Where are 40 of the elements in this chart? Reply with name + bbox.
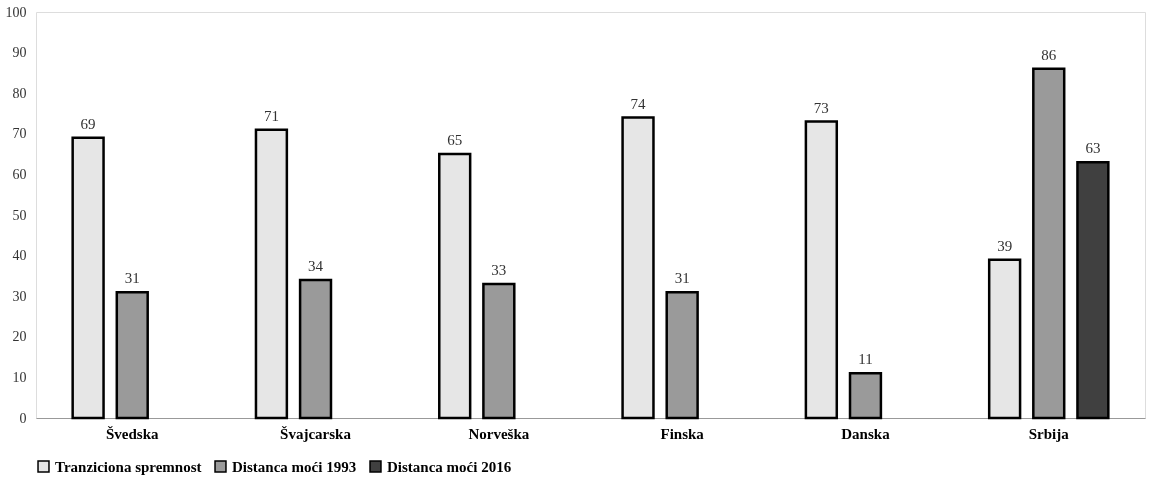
data-label: 69 [80,115,96,132]
x-tick-label: Finska [660,425,705,442]
x-tick-label: Švedska [105,425,159,442]
data-label: 33 [491,262,507,279]
y-tick-label: 100 [5,4,27,20]
data-label: 31 [674,270,690,287]
y-tick-label: 60 [12,166,27,182]
y-tick-label: 50 [12,207,27,223]
bar [1076,160,1110,420]
bar [254,128,289,420]
data-label: 74 [630,95,647,112]
bar [71,136,105,420]
data-label: 73 [813,99,829,116]
y-tick-label: 20 [12,329,27,345]
bar [804,120,839,420]
y-tick-label: 40 [12,248,27,264]
data-label: 86 [1041,46,1057,63]
y-tick-label: 30 [12,288,27,304]
y-tick-label: 70 [12,126,27,142]
y-tick-label: 80 [12,85,27,101]
legend-label: Distanca moći 1993 [232,458,357,475]
legend-label: Tranziciona spremnost [55,458,202,475]
y-tick-label: 0 [19,410,27,426]
data-label: 65 [447,132,463,149]
x-tick-label: Srbija [1028,425,1070,442]
x-tick-label: Švajcarska [280,425,352,442]
x-tick-label: Norveška [468,425,530,442]
data-label: 34 [308,257,324,274]
bar [621,116,655,420]
bar [987,258,1022,420]
data-label: 11 [858,351,873,368]
data-label: 71 [263,107,279,124]
x-tick-label: Danska [841,425,891,442]
y-tick-label: 10 [12,369,27,385]
bar [438,152,472,420]
legend-label: Distanca moći 2016 [387,458,512,475]
data-label: 31 [124,270,140,287]
data-label: 63 [1085,140,1101,157]
data-label: 39 [997,237,1013,254]
y-tick-label: 90 [12,45,27,61]
